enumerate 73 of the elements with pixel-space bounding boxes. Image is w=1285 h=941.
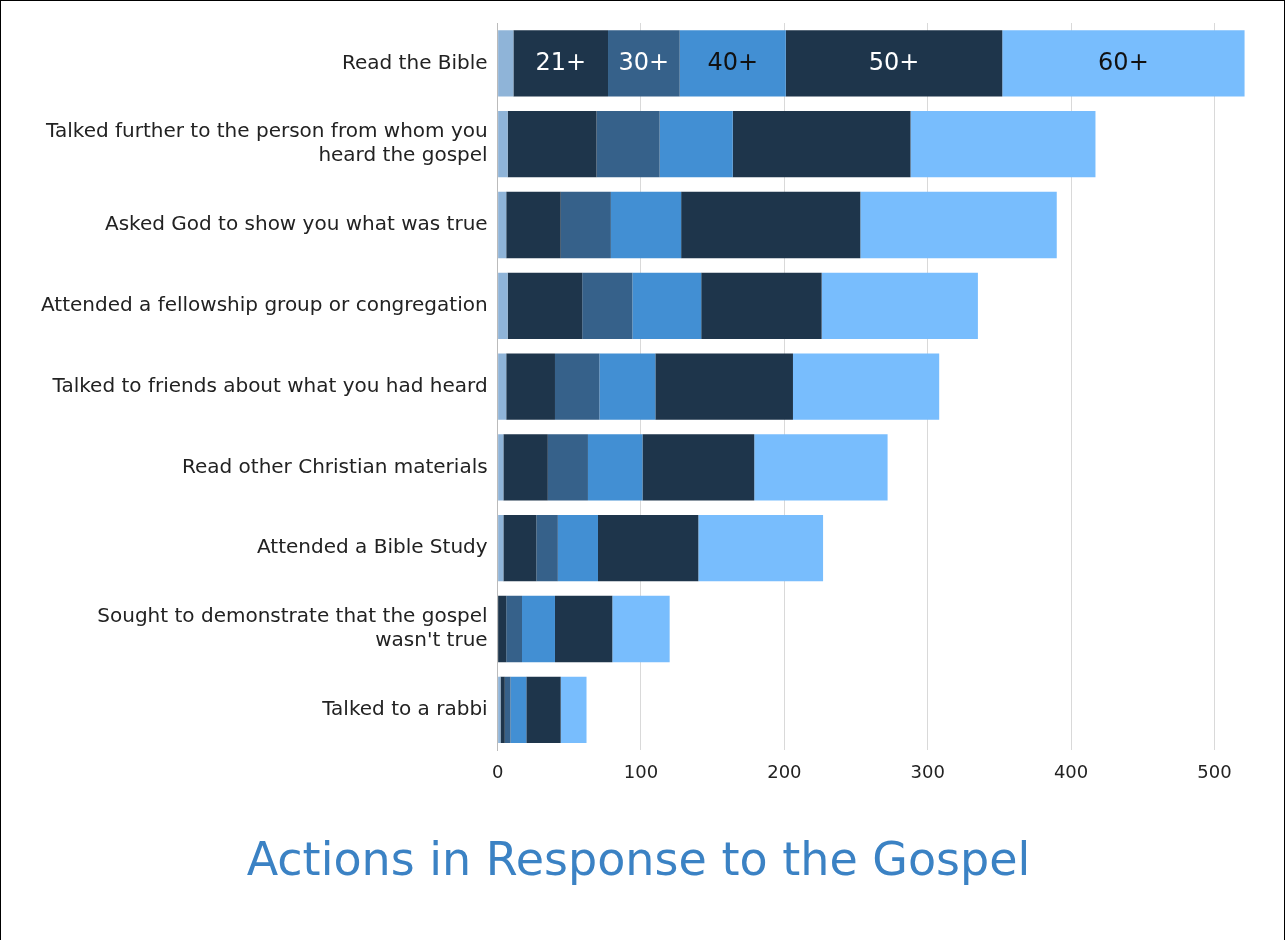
bar (554, 595, 613, 663)
bar (655, 353, 793, 420)
bar (498, 272, 508, 339)
text: Actions in Response to the Gospel (246, 832, 1031, 887)
bar (785, 30, 1003, 97)
x-tick-label: 500 (1197, 760, 1232, 782)
bar (506, 191, 561, 259)
series-label: 40+ (707, 47, 759, 76)
x-tick-label: 400 (1053, 760, 1089, 782)
bar (560, 676, 587, 743)
x-tick-label: 0 (491, 760, 504, 782)
series-label: 50+ (868, 47, 920, 76)
bar (679, 30, 786, 97)
x-tick-label: 300 (910, 760, 945, 782)
bar (701, 272, 822, 339)
y-tick-label: Read the Bible (342, 49, 488, 74)
y-tick-label: Attended a fellowship group or congregation (40, 292, 488, 316)
bar (504, 676, 511, 743)
y-tick-label: Talked to friends about what you had heard (51, 372, 488, 397)
bar (498, 515, 504, 582)
bar (547, 434, 588, 501)
bar (821, 272, 978, 339)
bar (557, 515, 598, 582)
bar (587, 434, 643, 501)
bar (560, 191, 611, 259)
bar (732, 111, 911, 178)
bar (507, 111, 597, 178)
series-label: 60+ (1098, 47, 1149, 76)
bar (498, 191, 507, 259)
bar (503, 515, 537, 582)
bar (554, 353, 600, 420)
bar (610, 191, 682, 259)
bar (698, 515, 824, 582)
y-tick-label: Talked to a rabbi (321, 696, 488, 720)
bar (498, 595, 507, 663)
bar (526, 676, 561, 743)
bar (536, 515, 558, 582)
bar (507, 272, 583, 339)
bar (612, 595, 670, 663)
bar (608, 30, 680, 97)
y-tick-label: Sought to demonstrate that the gospel wasn't true (97, 603, 488, 652)
y-tick-label: Asked God to show you what was true (104, 211, 488, 236)
y-tick-label: Read other Christian materials (181, 453, 488, 478)
bar (642, 434, 755, 501)
y-tick-label: Talked further to the person from whom you heard the gospel (45, 118, 488, 167)
bar (522, 595, 555, 663)
series-label: 30+ (618, 47, 670, 76)
bar (910, 111, 1096, 178)
bar (506, 595, 522, 663)
bar (792, 353, 940, 420)
bar (582, 272, 633, 339)
x-tick-label: 200 (767, 760, 802, 782)
bar (498, 434, 504, 501)
x-tick-label: 100 (623, 760, 659, 782)
bar (860, 191, 1057, 259)
bar (1002, 30, 1245, 97)
bar (632, 272, 702, 339)
bar (513, 30, 609, 97)
bar (681, 191, 861, 259)
bar (498, 30, 514, 97)
bar (510, 676, 527, 743)
bar (506, 353, 555, 420)
bar (498, 111, 508, 178)
bar (659, 111, 733, 178)
bar (599, 353, 656, 420)
series-label: 21+ (535, 47, 587, 76)
bar (503, 434, 548, 501)
bar (596, 111, 660, 178)
bar (500, 676, 505, 743)
bar (754, 434, 888, 501)
y-tick-label: Attended a Bible Study (257, 534, 488, 559)
bar (498, 353, 507, 420)
bar (597, 515, 699, 582)
